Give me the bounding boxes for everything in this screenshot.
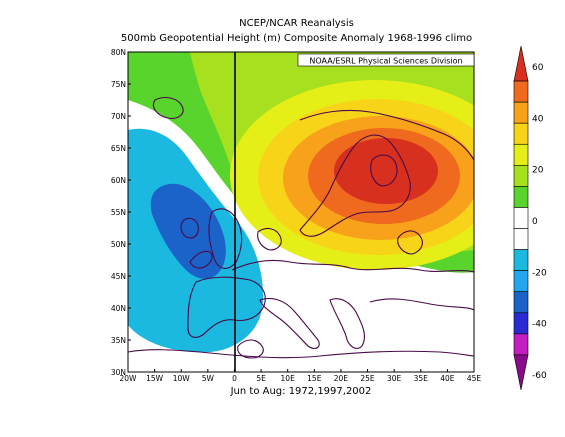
lon-tick-label: 0 — [232, 374, 237, 383]
colorbar-tick-label: 40 — [532, 114, 544, 124]
colorbar-segment — [513, 101, 529, 124]
colorbar-tick-label: 20 — [532, 166, 544, 176]
chart-subtitle: 500mb Geopotential Height (m) Composite … — [120, 33, 473, 44]
lon-tick-label: 30E — [387, 374, 402, 383]
colorbar-tick-label: 60 — [532, 63, 544, 73]
lat-tick-label: 45N — [111, 272, 126, 281]
lat-tick-label: 40N — [111, 304, 126, 313]
colorbar-labels: 60 40 20 0 -20 -40 -60 — [532, 63, 547, 381]
colorbar-segment — [513, 228, 529, 250]
lon-tick-label: 45E — [467, 374, 482, 383]
lon-tick-label: 15W — [146, 374, 164, 383]
lon-tick-label: 10E — [281, 374, 296, 383]
map-caption: Jun to Aug: 1972,1997,2002 — [230, 386, 372, 397]
lat-tick-label: 75N — [111, 80, 126, 89]
colorbar-segment — [513, 207, 529, 229]
lon-tick-label: 10W — [173, 374, 191, 383]
lat-tick-label: 30N — [111, 368, 126, 377]
lat-tick-label: 80N — [111, 48, 126, 57]
anomaly-contour-60 — [334, 138, 438, 204]
colorbar-tick-label: -20 — [532, 268, 547, 278]
colorbar — [513, 45, 529, 391]
credit-box — [297, 53, 475, 67]
lon-tick-label: 40E — [440, 374, 455, 383]
colorbar-segment — [513, 291, 529, 314]
lat-tick-label: 60N — [111, 176, 126, 185]
colorbar-segment — [513, 45, 529, 82]
lat-tick-label: 55N — [111, 208, 126, 217]
lat-tick-label: 70N — [111, 112, 126, 121]
lon-tick-label: 5W — [202, 374, 215, 383]
colorbar-segment — [513, 80, 529, 103]
credit-label: NOAA/ESRL Physical Sciences Division — [309, 57, 462, 66]
colorbar-segment — [513, 249, 529, 271]
anomaly-field — [128, 52, 474, 372]
lon-tick-label: 20E — [334, 374, 349, 383]
latitude-axis: 80N 75N 70N 65N 60N 55N 50N 45N 40N 35N 30N — [111, 48, 131, 377]
colorbar-segment — [513, 354, 529, 391]
chart-title: NCEP/NCAR Reanalysis — [239, 18, 354, 29]
lon-tick-label: 15E — [307, 374, 322, 383]
lat-tick-label: 50N — [111, 240, 126, 249]
colorbar-tick-label: -40 — [532, 320, 547, 330]
lon-tick-label: 5E — [256, 374, 266, 383]
colorbar-segment — [513, 333, 529, 356]
colorbar-tick-label: -60 — [532, 371, 547, 381]
colorbar-segment — [513, 186, 529, 208]
lon-tick-label: 25E — [360, 374, 375, 383]
colorbar-segment — [513, 122, 529, 145]
lon-tick-label: 20W — [120, 374, 138, 383]
colorbar-segment — [513, 270, 529, 293]
colorbar-segment — [513, 143, 529, 166]
longitude-axis: 20W 15W 10W 5W 0 5E 10E 15E 20E 25E 30E 35E 40E 45E — [120, 369, 482, 383]
lon-tick-label: 35E — [414, 374, 429, 383]
anomaly-contour-neg20 — [150, 183, 226, 279]
coastlines — [128, 97, 474, 359]
colorbar-tick-label: 0 — [532, 217, 538, 227]
lat-tick-label: 65N — [111, 144, 126, 153]
colorbar-segment — [513, 165, 529, 187]
colorbar-segment — [513, 312, 529, 335]
lat-tick-label: 35N — [111, 336, 126, 345]
